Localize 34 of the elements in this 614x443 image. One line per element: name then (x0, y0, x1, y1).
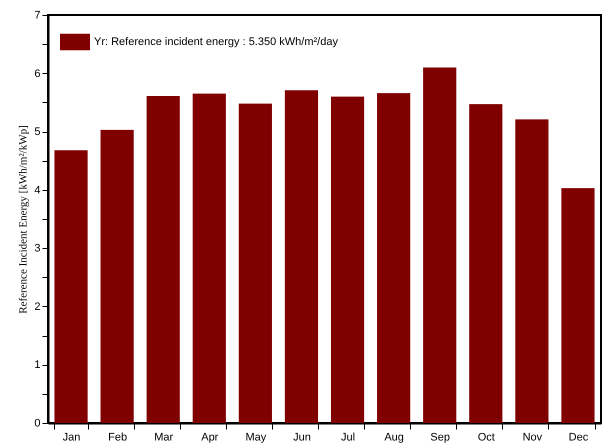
bar (515, 119, 548, 423)
legend-label: Yr: Reference incident energy : 5.350 kWh/m²/day (94, 36, 338, 48)
y-tick-label: 7 (34, 10, 40, 22)
bar (100, 130, 134, 423)
x-tick-label: Feb (108, 432, 128, 443)
bar (238, 104, 272, 423)
x-tick-label: Jul (341, 432, 356, 443)
x-tick-label: Apr (201, 432, 219, 443)
bar (146, 96, 180, 423)
bar (192, 94, 226, 423)
y-tick-label: 6 (34, 68, 40, 80)
bar (54, 150, 88, 423)
x-tick-label: Jun (293, 432, 311, 443)
bar (469, 104, 502, 423)
x-tick-label: Sep (430, 432, 450, 443)
x-tick-label: Aug (384, 432, 404, 443)
x-tick-label: Nov (522, 432, 543, 443)
bar (377, 93, 410, 423)
bar (561, 188, 595, 423)
y-tick-label: 4 (34, 184, 40, 196)
y-tick-label: 5 (34, 126, 40, 138)
bar (423, 67, 456, 423)
x-tick-label: Oct (478, 432, 495, 443)
y-tick-label: 0 (34, 418, 40, 430)
y-axis-title: Reference Incident Energy [kWh/m²/kWp] (17, 125, 30, 314)
x-tick-label: Mar (154, 432, 174, 443)
y-tick-label: 2 (34, 300, 40, 313)
x-tick-label: Jan (62, 432, 80, 443)
x-tick-label: Dec (568, 432, 589, 443)
y-tick-label: 1 (34, 359, 40, 372)
bar (330, 96, 364, 423)
bar (284, 90, 318, 423)
y-tick-label: 3 (34, 242, 40, 255)
x-tick-label: May (245, 432, 267, 443)
